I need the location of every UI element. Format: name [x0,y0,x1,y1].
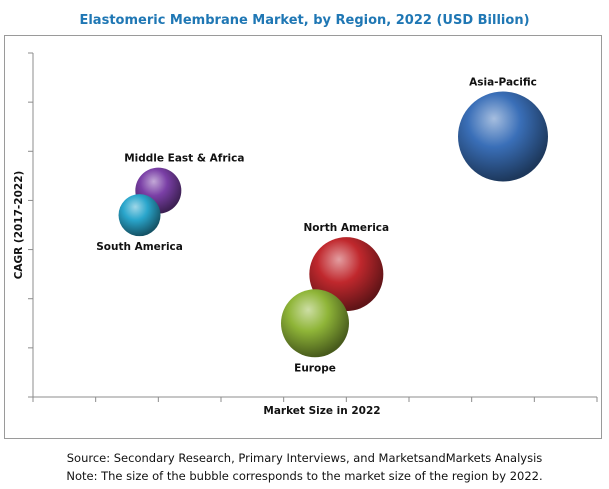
y-axis-title: CAGR (2017-2022) [13,171,25,280]
middle-east-and-africa-label: Middle East & Africa [124,153,244,165]
axes [28,52,598,402]
bubble-size-note: Note: The size of the bubble corresponds… [66,469,543,483]
south-america-label: South America [96,241,183,253]
asia-pacific-label: Asia-Pacific [469,77,537,89]
europe-bubble [281,289,349,358]
x-axis-title: Market Size in 2022 [263,405,380,417]
source-note: Source: Secondary Research, Primary Inte… [66,451,543,465]
bubble-labels: Asia-Pacific North America Europe Middle Ea… [96,77,537,375]
europe-label: Europe [294,362,336,374]
bubbles [118,91,548,358]
chart-frame [4,35,602,439]
south-america-bubble [118,194,161,237]
asia-pacific-bubble [458,91,548,182]
north-america-label: North America [304,222,390,234]
chart-title: Elastomeric Membrane Market, by Region, … [79,13,530,28]
chart-plot: Asia-Pacific North America Europe Middle Ea… [13,52,598,417]
